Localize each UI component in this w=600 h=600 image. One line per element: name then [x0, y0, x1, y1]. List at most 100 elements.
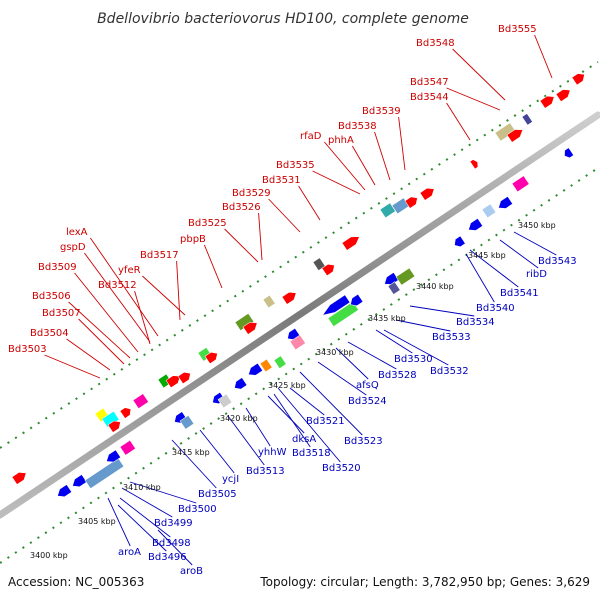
genome-summary-text: Topology: circular; Length: 3,782,950 bp… [259, 575, 590, 589]
accession-text: Accession: NC_005363 [8, 575, 144, 589]
forward-gene-10 [204, 352, 218, 365]
forward-gene-14 [281, 291, 297, 305]
reverse-gene-51 [468, 218, 483, 231]
forward-leader-10 [203, 244, 223, 289]
forward-leader-21 [446, 87, 501, 111]
reverse-gene-52 [481, 203, 497, 219]
reverse-leader-15 [317, 361, 367, 396]
reverse-gene-label-bd3498: Bd3498 [152, 538, 191, 549]
forward-gene-label-bd3538: Bd3538 [338, 121, 377, 132]
forward-leader-1 [66, 338, 111, 371]
reverse-leader-19 [383, 329, 449, 366]
reverse-gene-label-bd3496: Bd3496 [148, 552, 187, 563]
forward-leader-12 [258, 212, 263, 261]
tick-label-5: 3425 kbp [268, 381, 306, 390]
forward-gene-26 [539, 95, 555, 109]
forward-leader-22 [452, 48, 506, 101]
forward-gene-label-bd3531: Bd3531 [262, 175, 301, 186]
reverse-gene-label-bd3521: Bd3521 [306, 416, 345, 427]
map-title: Bdellovibrio bacteriovorus HD100, comple… [97, 11, 469, 27]
tick-label-4: 3420 kbp [220, 414, 258, 423]
genome-backbone [0, 111, 600, 519]
reverse-gene-46 [350, 293, 364, 306]
reverse-gene-41 [273, 355, 287, 369]
forward-gene-label-lexa: lexA [66, 227, 88, 238]
tick-label-6: 3430 kbp [316, 348, 354, 357]
reverse-gene-31 [84, 457, 125, 489]
reverse-gene-30 [72, 474, 87, 487]
tick-label-3: 3415 kbp [172, 448, 210, 457]
reverse-gene-32 [106, 449, 121, 463]
reverse-gene-label-bd3499: Bd3499 [154, 518, 193, 529]
reverse-leader-1 [117, 504, 167, 552]
reverse-gene-label-bd3500: Bd3500 [178, 504, 217, 515]
forward-leader-8 [142, 275, 186, 316]
forward-gene-7 [165, 375, 181, 389]
reverse-leader-11 [273, 393, 311, 448]
reverse-gene-label-bd3533: Bd3533 [432, 332, 471, 343]
reverse-gene-44 [321, 294, 351, 316]
reverse-leader-16 [335, 347, 369, 380]
forward-leader-11 [224, 228, 259, 263]
reverse-leader-8 [227, 415, 265, 466]
reverse-gene-54 [511, 175, 530, 193]
forward-track-outer [0, 61, 599, 449]
reverse-gene-label-bd3513: Bd3513 [246, 466, 285, 477]
reverse-leader-22 [465, 253, 495, 303]
forward-leader-18 [374, 131, 391, 181]
reverse-gene-29 [57, 484, 72, 497]
forward-gene-label-yfer: yfeR [118, 265, 141, 276]
forward-leader-3 [68, 301, 131, 359]
forward-gene-20 [404, 196, 418, 209]
reverse-gene-33 [119, 439, 136, 456]
forward-gene-24 [506, 129, 524, 143]
reverse-gene-50 [454, 235, 466, 248]
reverse-gene-48 [387, 281, 401, 295]
reverse-leader-24 [499, 239, 539, 269]
reverse-gene-label-bd3541: Bd3541 [500, 288, 539, 299]
reverse-leader-0 [157, 529, 193, 566]
reverse-leader-9 [245, 407, 271, 447]
forward-gene-22 [469, 159, 479, 170]
reverse-gene-label-bd3528: Bd3528 [378, 370, 417, 381]
tick-label-10: 3450 kbp [518, 221, 556, 230]
forward-gene-label-bd3539: Bd3539 [362, 106, 401, 117]
forward-leader-17 [352, 145, 376, 186]
forward-gene-label-rfad: rfaD [300, 131, 322, 142]
forward-gene-0 [11, 472, 27, 485]
forward-leader-9 [176, 260, 181, 321]
kbp-ticks: 3400 kbp 3405 kbp 3410 kbp 3415 kbp 3420 kbp… [30, 221, 556, 560]
reverse-gene-label-bd3520: Bd3520 [322, 463, 361, 474]
forward-gene-13 [262, 294, 276, 309]
reverse-leader-2 [107, 497, 131, 547]
forward-gene-label-bd3535: Bd3535 [276, 160, 315, 171]
reverse-leader-12 [277, 387, 341, 463]
tick-label-2: 3410 kbp [123, 483, 161, 492]
forward-leader-4 [134, 290, 151, 345]
reverse-leader-5 [129, 481, 197, 504]
forward-leader-6 [84, 252, 151, 343]
forward-gene-28 [571, 73, 585, 86]
forward-gene-label-bd3526: Bd3526 [222, 202, 261, 213]
reverse-gene-label-aroa: aroA [118, 547, 141, 558]
reverse-leader-7 [199, 429, 235, 474]
forward-gene-label-bd3547: Bd3547 [410, 77, 449, 88]
reverse-leader-10 [267, 395, 305, 434]
reverse-leader-18 [375, 329, 413, 354]
forward-gene-25 [521, 113, 533, 126]
forward-gene-label-bd3507: Bd3507 [42, 308, 81, 319]
forward-gene-label-pbpb: pbpB [180, 234, 206, 245]
reverse-gene-label-bd3518: Bd3518 [292, 448, 331, 459]
reverse-gene-label-bd3505: Bd3505 [198, 489, 237, 500]
tick-label-8: 3440 kbp [416, 282, 454, 291]
tick-label-0: 3400 kbp [30, 551, 68, 560]
forward-leader-16 [324, 141, 366, 191]
forward-leader-19 [398, 116, 406, 171]
reverse-gene-label-bd3540: Bd3540 [476, 303, 515, 314]
reverse-gene-label-ribd: ribD [526, 269, 547, 280]
forward-gene-27 [555, 89, 571, 102]
forward-gene-label-phha: phhA [328, 135, 354, 146]
forward-leader-5 [74, 272, 139, 353]
reverse-leader-23 [469, 249, 519, 288]
forward-gene-label-bd3555: Bd3555 [498, 24, 537, 35]
